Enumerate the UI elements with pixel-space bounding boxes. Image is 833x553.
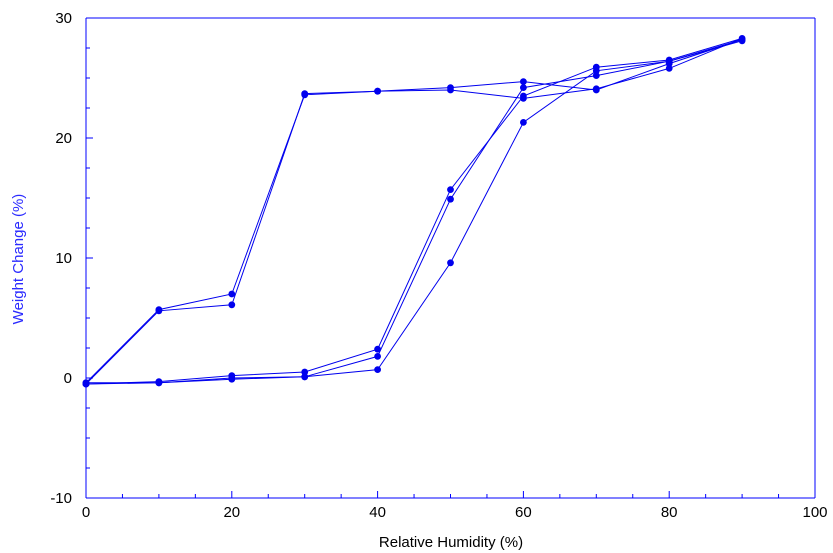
data-point — [228, 301, 236, 309]
y-axis-title: Weight Change (%) — [10, 194, 27, 325]
x-tick-label: 40 — [369, 504, 386, 521]
axes — [85, 17, 816, 499]
data-point — [520, 84, 527, 91]
data-point — [520, 119, 527, 126]
data-point — [447, 195, 454, 203]
y-tick-label: -10 — [50, 490, 72, 507]
data-point — [301, 373, 309, 381]
x-tick-label: 20 — [223, 504, 240, 521]
data-point — [374, 353, 381, 360]
tick-labels: 0 20 40 60 80 100 -10 0 10 20 30 — [50, 10, 827, 521]
data-point — [155, 307, 163, 315]
data-point — [520, 78, 527, 85]
data-point — [374, 366, 381, 373]
series-line — [85, 39, 743, 385]
data-point — [374, 345, 381, 353]
data-point — [592, 72, 600, 79]
series-1 — [82, 35, 746, 388]
y-tick-label: 0 — [64, 370, 72, 387]
data-point — [155, 379, 163, 387]
y-tick-label: 20 — [55, 130, 72, 147]
series-line — [85, 37, 743, 385]
plot-area — [82, 35, 746, 388]
data-point — [520, 95, 527, 102]
data-point — [592, 67, 600, 75]
series-line — [85, 40, 743, 385]
data-point — [228, 290, 236, 298]
data-point — [82, 380, 90, 388]
y-tick-label: 30 — [55, 10, 72, 27]
data-point — [738, 37, 746, 45]
series-2 — [82, 36, 746, 388]
data-point — [447, 84, 454, 91]
data-point — [592, 86, 600, 94]
data-point — [228, 374, 236, 382]
data-point — [665, 65, 673, 72]
x-axis-title: Relative Humidity (%) — [379, 534, 523, 551]
series-3 — [82, 37, 746, 388]
data-point — [447, 186, 454, 194]
x-tick-label: 0 — [82, 504, 90, 521]
y-tick-label: 10 — [55, 250, 72, 267]
x-tick-label: 60 — [515, 504, 532, 521]
data-point — [447, 259, 454, 267]
data-point — [301, 90, 309, 97]
data-point — [301, 368, 309, 376]
data-point — [374, 87, 381, 95]
data-point — [665, 57, 673, 65]
x-tick-label: 100 — [802, 504, 827, 521]
x-tick-label: 80 — [661, 504, 678, 521]
